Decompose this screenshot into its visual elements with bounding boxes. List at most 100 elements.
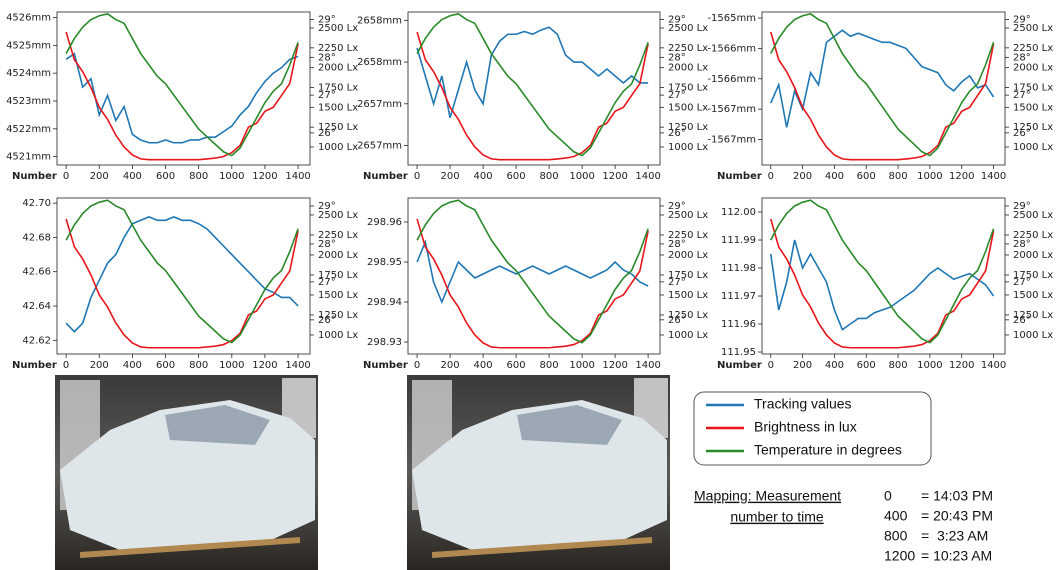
y2-tick-label: 1500 Lx [668,102,708,113]
x-axis-label: Number [717,360,762,371]
y3-tick-label: 26° [318,128,336,139]
x-tick-label: 200 [441,360,460,371]
x-tick-label: 200 [793,171,812,182]
y-tick-label: 298.96 [367,217,402,228]
x-tick-label: 600 [156,360,175,371]
series-line [416,218,649,349]
y-tick-label: 111.98 [721,263,756,274]
series-line [769,31,995,161]
x-tick-label: 1400 [285,171,310,182]
chart: 0 200 400 600 800 1000 1200 1400 Number 4526mm 452… [6,11,358,182]
y2-tick-label: 2000 Lx [1013,63,1053,74]
photo [55,375,318,570]
y2-tick-label: 1250 Lx [668,122,708,133]
series-line [65,52,299,144]
x-tick-label: 400 [474,171,493,182]
y-tick-label: 4521mm [6,152,51,163]
y2-tick-label: 2250 Lx [668,230,708,241]
y3-tick-label: 29° [318,15,336,26]
x-tick-label: 600 [857,171,876,182]
y2-tick-label: 1000 Lx [318,142,358,153]
y2-tick-label: 1500 Lx [1013,290,1053,301]
y-tick-label: 4526mm [6,13,51,24]
series-line [65,215,299,333]
x-tick-label: 600 [156,171,175,182]
y3-tick-label: 27° [1013,277,1031,288]
y-tick-label: 4522mm [6,124,51,135]
x-tick-label: 600 [507,360,526,371]
mapping-title: number to time [730,509,824,525]
y-tick-label: 298.93 [367,337,402,348]
x-tick-label: 1400 [981,171,1006,182]
y2-tick-label: 2250 Lx [318,43,358,54]
series-line [65,31,299,161]
y-tick-label: 298.94 [367,297,402,308]
y3-tick-label: 27° [668,277,686,288]
series-line [416,31,649,161]
y-tick-label: 111.95 [721,347,756,358]
x-tick-label: 200 [441,171,460,182]
series-line [416,13,649,157]
y2-tick-label: 1750 Lx [668,83,708,94]
x-tick-label: 1200 [949,360,974,371]
y-tick-label: -1565mm [707,13,756,24]
y-tick-label: 111.99 [721,235,756,246]
mapping-time: = 20:43 PM [921,508,993,524]
mapping-time: = 10:23 AM [921,548,992,564]
series-line [416,199,649,344]
legend-label: Brightness in lux [754,419,857,435]
y3-tick-label: 29° [668,15,686,26]
y2-tick-label: 2000 Lx [1013,250,1053,261]
y-tick-label: 112.00 [721,207,756,218]
y2-tick-label: 2500 Lx [668,23,708,34]
y2-tick-label: 1000 Lx [668,142,708,153]
y-tick-label: 42.70 [22,198,51,209]
y2-tick-label: 2250 Lx [318,230,358,241]
y3-tick-label: 27° [1013,90,1031,101]
y3-tick-label: 29° [318,201,336,212]
x-axis-label: Number [717,171,762,182]
y3-tick-label: 26° [1013,128,1031,139]
photo [407,375,670,570]
x-tick-label: 400 [474,360,493,371]
y3-tick-label: 29° [668,201,686,212]
x-tick-label: 0 [63,360,69,371]
plot-frame [407,11,661,166]
x-tick-label: 200 [90,360,109,371]
chart: 0 200 400 600 800 1000 1200 1400 Number 112.00 111… [717,197,1053,371]
chart: 0 200 400 600 800 1000 1200 1400 Number 298.96 298… [363,197,708,371]
y2-tick-label: 1250 Lx [318,310,358,321]
x-tick-label: 0 [63,171,69,182]
y-tick-label: 2657mm [357,141,402,152]
y-tick-label: 42.68 [22,232,51,243]
series-line [65,199,299,344]
y2-tick-label: 1250 Lx [1013,310,1053,321]
x-tick-label: 800 [189,171,208,182]
x-tick-label: 400 [123,171,142,182]
y2-tick-label: 2250 Lx [668,43,708,54]
plot-frame [761,197,1006,355]
x-tick-label: 0 [414,171,420,182]
x-tick-label: 1400 [285,360,310,371]
series-line [416,26,649,118]
x-axis-label: Number [12,360,57,371]
x-tick-label: 200 [793,360,812,371]
y3-tick-label: 28° [318,239,336,250]
x-tick-label: 800 [189,360,208,371]
x-tick-label: 800 [540,171,559,182]
y2-tick-label: 1250 Lx [668,310,708,321]
x-tick-label: 1200 [602,360,627,371]
mapping-number: 800 [884,528,908,544]
x-tick-label: 1400 [635,171,660,182]
y3-tick-label: 28° [1013,52,1031,63]
y3-tick-label: 29° [1013,201,1031,212]
series-line [769,239,995,331]
x-tick-label: 400 [123,360,142,371]
y-tick-label: -1567mm [707,135,756,146]
x-tick-label: 1000 [219,360,244,371]
series-line [416,239,649,305]
y-tick-label: 42.64 [22,301,51,312]
y2-tick-label: 1750 Lx [318,270,358,281]
mapping-number: 400 [884,508,908,524]
y-tick-label: -1566mm [707,43,756,54]
